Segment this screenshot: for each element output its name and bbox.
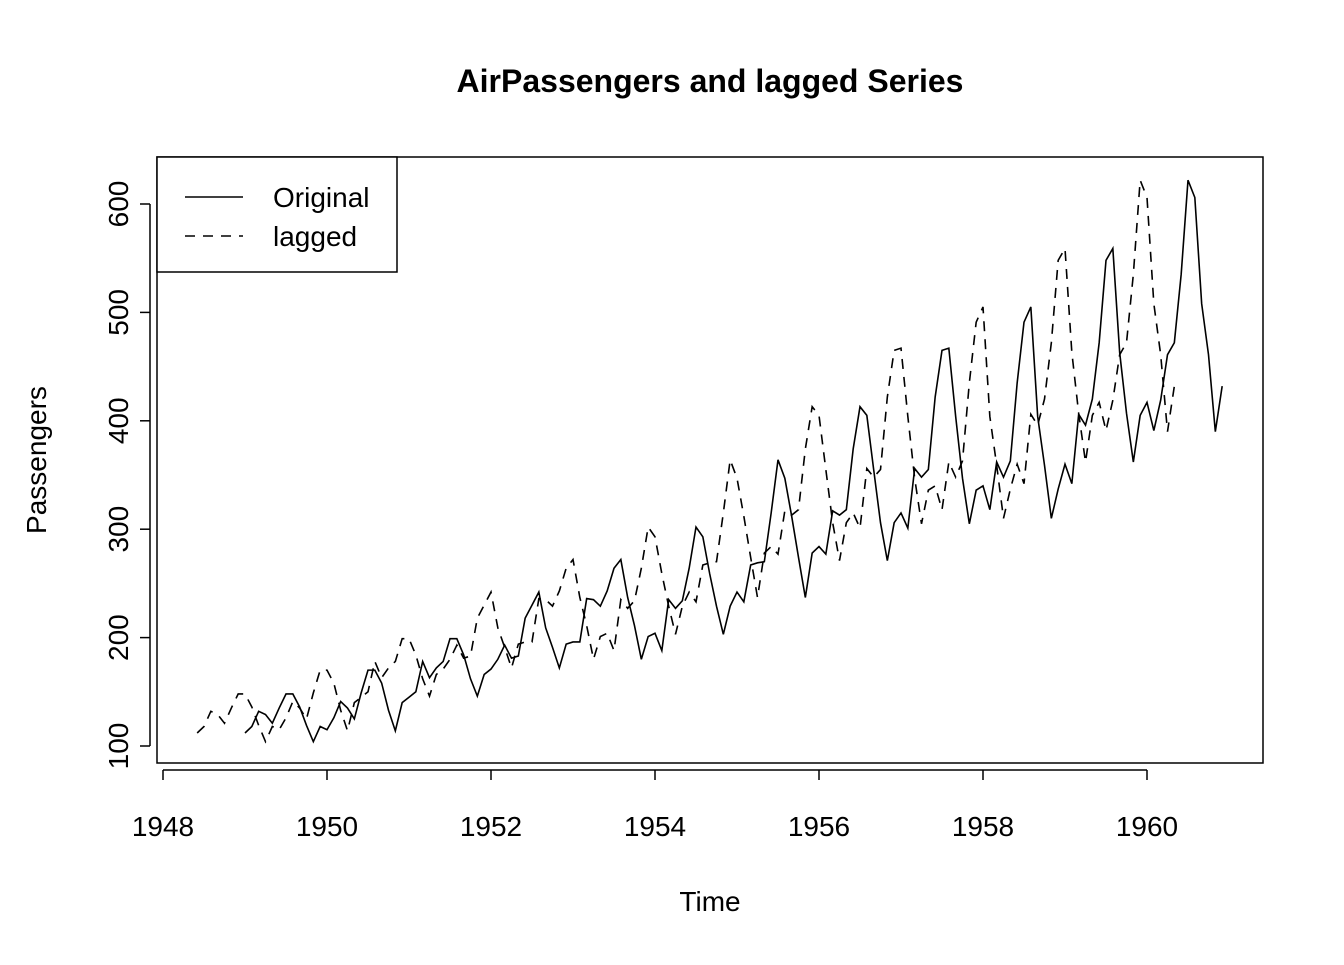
legend-label-original: Original	[273, 182, 369, 213]
x-tick-label: 1954	[624, 811, 686, 842]
legend-label-lagged: lagged	[273, 221, 357, 252]
x-axis-label: Time	[679, 886, 740, 917]
legend: Original lagged	[157, 157, 397, 272]
x-tick-label: 1958	[952, 811, 1014, 842]
x-tick-label: 1948	[132, 811, 194, 842]
x-tick-label: 1952	[460, 811, 522, 842]
y-tick-label: 100	[103, 723, 134, 770]
chart-title: AirPassengers and lagged Series	[457, 63, 964, 99]
x-tick-label: 1960	[1116, 811, 1178, 842]
x-tick-label: 1950	[296, 811, 358, 842]
x-tick-label: 1956	[788, 811, 850, 842]
y-tick-label: 600	[103, 181, 134, 228]
y-tick-label: 400	[103, 397, 134, 444]
y-tick-label: 300	[103, 506, 134, 553]
y-tick-label: 500	[103, 289, 134, 336]
legend-box	[157, 157, 397, 272]
y-tick-label: 200	[103, 614, 134, 661]
y-axis-label: Passengers	[21, 386, 52, 534]
